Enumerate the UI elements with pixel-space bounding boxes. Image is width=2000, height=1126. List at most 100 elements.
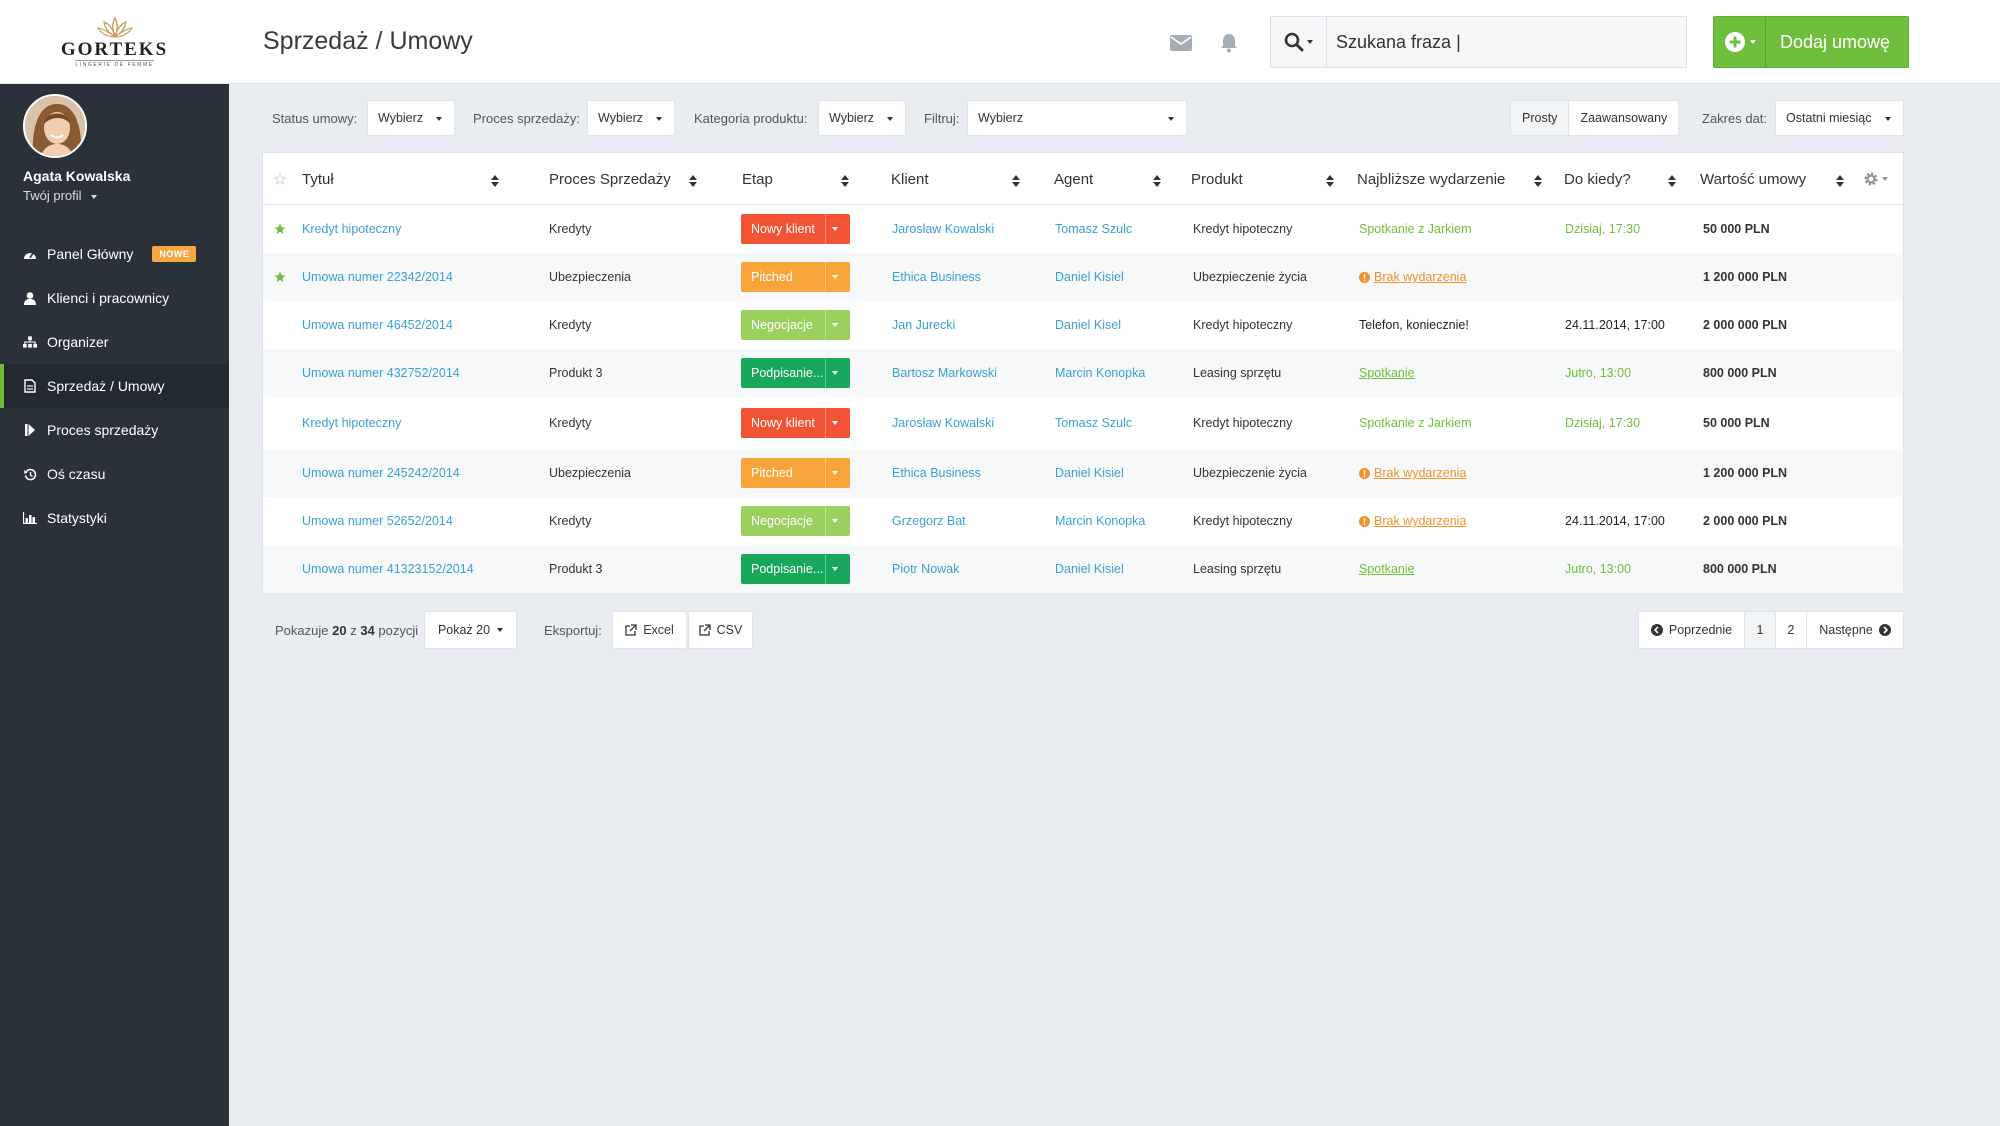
event-link[interactable]: Spotkanie z Jarkiem	[1359, 416, 1472, 430]
contract-title-link[interactable]: Kredyt hipoteczny	[302, 222, 402, 236]
export-excel-button[interactable]: Excel	[612, 611, 687, 649]
search-scope-button[interactable]	[1271, 17, 1327, 67]
status-filter-select[interactable]: Wybierz	[367, 100, 455, 136]
agent-link[interactable]: Daniel Kisiel	[1055, 270, 1124, 284]
previous-page-button[interactable]: Poprzednie	[1639, 612, 1745, 648]
bell-icon[interactable]	[1216, 30, 1242, 56]
event-cell[interactable]: Brak wydarzenia	[1359, 514, 1466, 528]
stage-dropdown[interactable]: Pitched	[741, 262, 850, 292]
contract-title-link[interactable]: Kredyt hipoteczny	[302, 416, 402, 430]
category-filter-select[interactable]: Wybierz	[818, 100, 906, 136]
next-page-button[interactable]: Następne	[1807, 612, 1903, 648]
sort-icon[interactable]	[491, 175, 499, 187]
event-link[interactable]: Spotkanie	[1359, 562, 1415, 576]
client-link[interactable]: Ethica Business	[892, 270, 981, 284]
agent-link[interactable]: Daniel Kisiel	[1055, 466, 1124, 480]
sidebar-item-statistics[interactable]: Statystyki	[0, 496, 229, 540]
client-link[interactable]: Jarosław Kowalski	[892, 416, 995, 430]
client-link[interactable]: Piotr Nowak	[892, 562, 960, 576]
table-row[interactable]: Umowa numer 52652/2014 Kredyty Negocjacje G…	[263, 497, 1903, 545]
avatar[interactable]	[23, 94, 87, 158]
table-row[interactable]: Umowa numer 22342/2014 Ubezpieczenia Pitch…	[263, 253, 1903, 301]
sort-icon[interactable]	[841, 175, 849, 187]
agent-link[interactable]: Tomasz Szulc	[1055, 416, 1133, 430]
column-header-process[interactable]: Proces Sprzedaży	[549, 171, 671, 188]
export-csv-button[interactable]: CSV	[688, 611, 753, 649]
table-row[interactable]: Umowa numer 41323152/2014 Produkt 3 Podpis…	[263, 545, 1903, 593]
mail-icon[interactable]	[1168, 30, 1194, 56]
agent-link[interactable]: Marcin Konopka	[1055, 514, 1146, 528]
star-filled-icon[interactable]	[274, 223, 286, 235]
sort-icon[interactable]	[1668, 175, 1676, 187]
agent-link[interactable]: Daniel Kisiel	[1055, 562, 1124, 576]
search-input[interactable]	[1327, 17, 1686, 67]
sort-icon[interactable]	[1012, 175, 1020, 187]
contract-title-link[interactable]: Umowa numer 41323152/2014	[302, 562, 474, 576]
event-link[interactable]: Brak wydarzenia	[1374, 270, 1467, 284]
client-link[interactable]: Ethica Business	[892, 466, 981, 480]
add-options-toggle[interactable]	[1714, 17, 1766, 67]
sidebar-item-clients[interactable]: Klienci i pracownicy	[0, 276, 229, 320]
profile-link[interactable]: Twój profil	[23, 188, 98, 203]
contract-title-link[interactable]: Umowa numer 46452/2014	[302, 318, 453, 332]
sort-icon[interactable]	[1836, 175, 1844, 187]
mode-advanced-button[interactable]: Zaawansowany	[1580, 111, 1668, 125]
stage-dropdown[interactable]: Negocjacje	[741, 310, 850, 340]
event-link[interactable]: Brak wydarzenia	[1374, 466, 1467, 480]
agent-link[interactable]: Daniel Kisel	[1055, 318, 1122, 332]
table-row[interactable]: Umowa numer 245242/2014 Ubezpieczenia Pitc…	[263, 449, 1903, 497]
sidebar-item-timeline[interactable]: Oś czasu	[0, 452, 229, 496]
brand-logo[interactable]: GORTEKS LINGERIE DE FEMME	[0, 0, 229, 84]
stage-dropdown[interactable]: Pitched	[741, 458, 850, 488]
table-row[interactable]: Umowa numer 46452/2014 Kredyty Negocjacje J…	[263, 301, 1903, 349]
client-link[interactable]: Grzegorz Bat	[892, 514, 966, 528]
sidebar-item-dashboard[interactable]: Panel Główny NOWE	[0, 232, 229, 276]
contract-title-link[interactable]: Umowa numer 245242/2014	[302, 466, 460, 480]
client-link[interactable]: Jarosław Kowalski	[892, 222, 995, 236]
table-row[interactable]: Kredyt hipoteczny Kredyty Nowy klient Jaros…	[263, 205, 1903, 253]
event-cell[interactable]: Brak wydarzenia	[1359, 270, 1466, 284]
table-row[interactable]: Umowa numer 432752/2014 Produkt 3 Podpisan…	[263, 349, 1903, 397]
process-filter-select[interactable]: Wybierz	[587, 100, 675, 136]
add-contract-button[interactable]: Dodaj umowę	[1713, 16, 1909, 68]
sort-icon[interactable]	[1534, 175, 1542, 187]
column-settings-button[interactable]	[1863, 171, 1888, 187]
stage-dropdown[interactable]: Nowy klient	[741, 408, 850, 438]
stage-dropdown[interactable]: Podpisanie...	[741, 358, 850, 388]
contract-title-link[interactable]: Umowa numer 22342/2014	[302, 270, 453, 284]
sidebar-item-sales-process[interactable]: Proces sprzedaży	[0, 408, 229, 452]
table-row[interactable]: Kredyt hipoteczny Kredyty Nowy klient Jaros…	[263, 397, 1903, 449]
column-header-stage[interactable]: Etap	[742, 171, 773, 188]
stage-dropdown[interactable]: Podpisanie...	[741, 554, 850, 584]
star-outline-icon[interactable]	[274, 173, 286, 185]
contract-title-link[interactable]: Umowa numer 52652/2014	[302, 514, 453, 528]
column-header-product[interactable]: Produkt	[1191, 171, 1243, 188]
page-2-button[interactable]: 2	[1776, 612, 1807, 648]
sidebar-item-sales[interactable]: Sprzedaż / Umowy	[0, 364, 229, 408]
filter-select[interactable]: Wybierz	[967, 100, 1187, 136]
sort-icon[interactable]	[689, 175, 697, 187]
mode-simple-button[interactable]: Prosty	[1511, 101, 1570, 135]
column-header-next-event[interactable]: Najbliższe wydarzenie	[1357, 171, 1506, 188]
stage-dropdown[interactable]: Nowy klient	[741, 214, 850, 244]
agent-link[interactable]: Marcin Konopka	[1055, 366, 1146, 380]
date-range-select[interactable]: Ostatni miesiąc	[1775, 100, 1904, 136]
event-link[interactable]: Spotkanie	[1359, 366, 1415, 380]
column-header-title[interactable]: Tytuł	[302, 171, 334, 188]
client-link[interactable]: Bartosz Markowski	[892, 366, 997, 380]
per-page-select[interactable]: Pokaż 20	[424, 611, 517, 649]
agent-link[interactable]: Tomasz Szulc	[1055, 222, 1133, 236]
column-header-due[interactable]: Do kiedy?	[1564, 171, 1631, 188]
column-header-agent[interactable]: Agent	[1054, 171, 1094, 188]
sort-icon[interactable]	[1153, 175, 1161, 187]
event-cell[interactable]: Brak wydarzenia	[1359, 466, 1466, 480]
stage-dropdown[interactable]: Negocjacje	[741, 506, 850, 536]
sort-icon[interactable]	[1326, 175, 1334, 187]
sidebar-item-organizer[interactable]: Organizer	[0, 320, 229, 364]
column-header-value[interactable]: Wartość umowy	[1700, 171, 1807, 188]
page-1-button[interactable]: 1	[1745, 612, 1776, 648]
column-header-client[interactable]: Klient	[891, 171, 929, 188]
event-link[interactable]: Spotkanie z Jarkiem	[1359, 222, 1472, 236]
star-filled-icon[interactable]	[274, 271, 286, 283]
event-link[interactable]: Brak wydarzenia	[1374, 514, 1467, 528]
